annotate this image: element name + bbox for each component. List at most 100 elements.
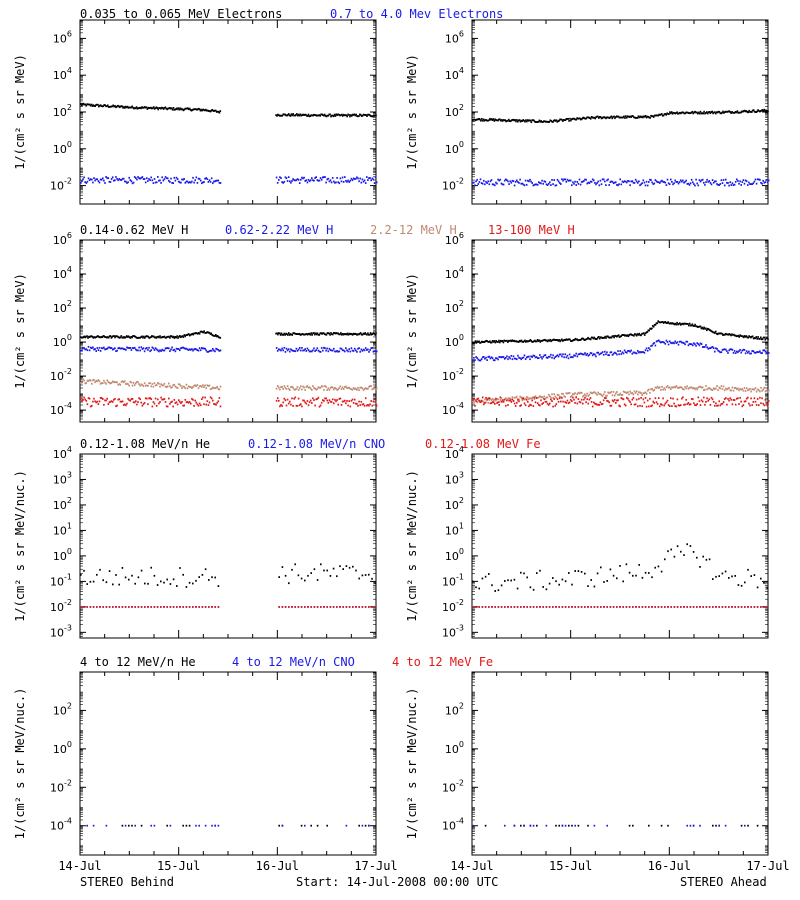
data-point <box>508 118 510 121</box>
data-point <box>121 380 124 383</box>
data-point <box>164 176 167 178</box>
data-point <box>100 336 103 338</box>
data-point <box>743 349 746 351</box>
data-point <box>676 386 679 389</box>
data-point <box>201 331 204 333</box>
data-point <box>319 114 321 117</box>
data-point <box>670 112 672 115</box>
data-point <box>584 606 586 608</box>
data-point <box>322 399 324 401</box>
data-point <box>638 332 641 335</box>
data-point <box>138 177 140 180</box>
data-point <box>202 108 204 111</box>
data-point <box>207 350 210 353</box>
y-tick-label: 106 <box>53 231 72 247</box>
data-point <box>610 391 613 393</box>
data-point <box>766 337 768 340</box>
data-point <box>639 184 641 187</box>
data-point <box>491 340 494 342</box>
data-point <box>624 180 627 183</box>
data-point <box>730 389 733 392</box>
data-point <box>581 337 584 340</box>
data-point <box>626 181 628 184</box>
data-point <box>515 340 517 342</box>
data-point <box>558 395 561 398</box>
data-point <box>175 386 178 389</box>
data-point <box>552 405 554 408</box>
data-point <box>309 387 312 390</box>
data-point <box>544 338 546 341</box>
data-point <box>215 335 218 338</box>
data-point <box>301 114 303 116</box>
data-point <box>556 178 559 181</box>
y-tick-label: 100 <box>445 333 464 349</box>
data-point <box>599 116 602 118</box>
data-point <box>126 182 128 184</box>
data-point <box>161 176 163 179</box>
data-point <box>696 606 698 608</box>
data-point <box>148 346 150 349</box>
data-point <box>664 402 667 405</box>
data-point <box>342 181 345 183</box>
data-point <box>676 341 679 344</box>
data-point <box>84 336 87 339</box>
data-point <box>657 606 660 608</box>
data-point <box>281 386 283 388</box>
data-point <box>328 332 330 335</box>
data-point <box>327 114 330 117</box>
data-point <box>634 403 637 406</box>
data-point <box>373 114 375 117</box>
data-point <box>558 119 560 122</box>
data-point <box>98 336 101 339</box>
data-point <box>319 332 321 335</box>
data-point <box>558 397 561 400</box>
data-point <box>193 108 195 111</box>
data-point <box>749 352 751 355</box>
data-point <box>326 606 328 608</box>
data-point <box>602 353 605 356</box>
data-point <box>495 397 497 400</box>
data-point <box>340 332 342 334</box>
y-tick-label: 103 <box>53 470 72 486</box>
data-point <box>676 111 678 114</box>
data-point <box>692 181 694 184</box>
data-point <box>188 386 191 388</box>
data-point <box>480 119 482 122</box>
data-point <box>337 113 339 116</box>
data-point <box>588 393 591 396</box>
data-point <box>370 179 372 182</box>
data-point <box>582 353 584 356</box>
data-point <box>175 336 177 339</box>
data-point <box>557 120 560 122</box>
data-point <box>102 105 105 108</box>
data-point <box>648 329 650 332</box>
data-point <box>81 180 83 183</box>
data-point <box>279 114 282 117</box>
data-point <box>138 336 141 339</box>
data-point <box>645 405 648 408</box>
data-point <box>476 178 478 181</box>
data-point <box>661 321 663 323</box>
data-point <box>116 349 118 352</box>
data-point <box>546 402 549 405</box>
data-point <box>622 580 624 583</box>
data-point <box>490 399 493 401</box>
data-point <box>188 606 191 608</box>
data-point <box>311 334 313 336</box>
data-point <box>588 353 591 356</box>
data-point <box>308 332 311 335</box>
data-point <box>518 339 521 342</box>
data-point <box>584 117 587 120</box>
data-point <box>364 387 367 389</box>
data-point <box>641 606 644 608</box>
data-point <box>351 179 354 182</box>
data-point <box>498 118 500 121</box>
data-point <box>709 388 712 390</box>
data-point <box>752 182 755 185</box>
data-point <box>155 106 158 109</box>
data-point <box>199 349 202 352</box>
data-point <box>564 119 567 121</box>
data-point <box>736 388 738 391</box>
data-point <box>744 400 747 403</box>
data-point <box>219 110 222 112</box>
